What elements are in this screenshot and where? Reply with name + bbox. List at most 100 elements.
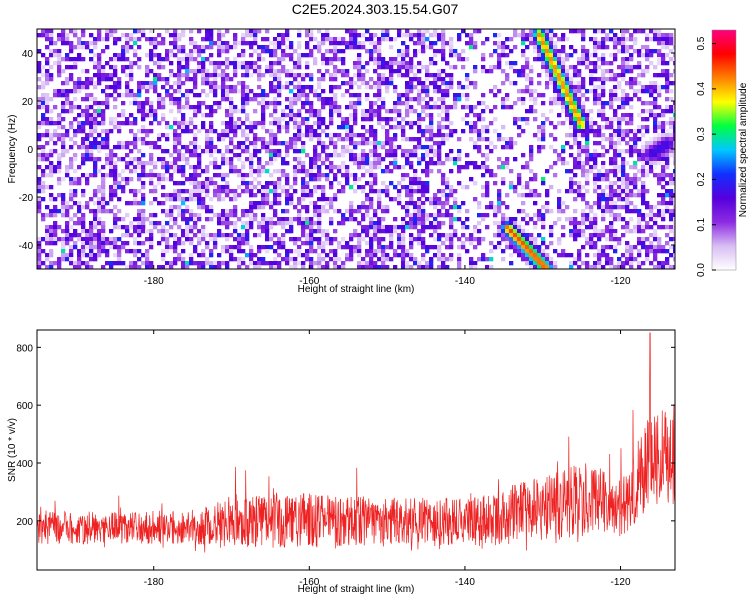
heatmap-cell	[537, 93, 542, 98]
heatmap-cell	[449, 193, 454, 198]
heatmap-cell	[593, 53, 598, 58]
heatmap-cell	[241, 101, 246, 106]
heatmap-cell	[509, 237, 514, 242]
heatmap-cell	[185, 77, 190, 82]
heatmap-cell	[409, 37, 414, 42]
heatmap-cell	[381, 225, 386, 230]
heatmap-cell	[417, 61, 422, 66]
heatmap-cell	[545, 53, 550, 58]
heatmap-cell	[237, 261, 242, 266]
heatmap-cell	[353, 113, 358, 118]
heatmap-cell	[409, 161, 414, 166]
heatmap-cell	[497, 45, 502, 50]
heatmap-cell	[93, 61, 98, 66]
heatmap-cell	[85, 149, 90, 154]
heatmap-cell	[133, 97, 138, 102]
heatmap-cell	[445, 177, 450, 182]
heatmap-cell	[489, 89, 494, 94]
heatmap-cell	[333, 41, 338, 46]
heatmap-cell	[601, 205, 606, 210]
heatmap-cell	[577, 93, 582, 98]
heatmap-cell	[401, 101, 406, 106]
heatmap-cell	[481, 237, 486, 242]
heatmap-cell	[321, 33, 326, 38]
heatmap-cell	[517, 173, 522, 178]
heatmap-cell	[669, 73, 674, 78]
heatmap-cell	[329, 73, 334, 78]
heatmap-cell	[405, 113, 410, 118]
heatmap-cell	[537, 193, 542, 198]
heatmap-cell	[509, 185, 514, 190]
heatmap-cell	[297, 213, 302, 218]
heatmap-cell	[493, 117, 498, 122]
heatmap-cell	[81, 225, 86, 230]
heatmap-cell	[53, 141, 58, 146]
heatmap-cell	[673, 125, 675, 130]
heatmap-cell	[345, 169, 350, 174]
heatmap-cell	[361, 201, 366, 206]
heatmap-cell	[489, 53, 494, 58]
heatmap-cell	[541, 225, 546, 230]
heatmap-cell	[65, 237, 70, 242]
heatmap-cell	[449, 205, 454, 210]
heatmap-cell	[521, 237, 526, 242]
heatmap-cell	[65, 209, 70, 214]
heatmap-cell	[237, 217, 242, 222]
heatmap-cell	[581, 121, 586, 126]
heatmap-cell	[469, 137, 474, 142]
heatmap-cell	[405, 225, 410, 230]
heatmap-cell	[549, 145, 554, 150]
heatmap-cell	[377, 189, 382, 194]
heatmap-cell	[573, 161, 578, 166]
heatmap-cell	[177, 165, 182, 170]
heatmap-cell	[273, 149, 278, 154]
heatmap-cell	[601, 133, 606, 138]
heatmap-cell	[201, 101, 206, 106]
heatmap-cell	[417, 101, 422, 106]
heatmap-cell	[229, 209, 234, 214]
heatmap-cell	[189, 41, 194, 46]
heatmap-cell	[605, 185, 610, 190]
heatmap-cell	[309, 201, 314, 206]
heatmap-cell	[665, 173, 670, 178]
heatmap-cell	[273, 157, 278, 162]
heatmap-cell	[161, 117, 166, 122]
heatmap-cell	[133, 141, 138, 146]
heatmap-cell	[241, 89, 246, 94]
heatmap-cell	[189, 173, 194, 178]
heatmap-cell	[209, 145, 214, 150]
heatmap-cell	[305, 233, 310, 238]
heatmap-cell	[277, 193, 282, 198]
heatmap-cell	[613, 109, 618, 114]
heatmap-cell	[173, 165, 178, 170]
heatmap-cell	[181, 241, 186, 246]
heatmap-cell	[593, 133, 598, 138]
heatmap-cell	[409, 77, 414, 82]
heatmap-cell	[529, 241, 534, 246]
heatmap-cell	[365, 37, 370, 42]
heatmap-cell	[129, 265, 134, 269]
heatmap-cell	[513, 121, 518, 126]
heatmap-cell	[113, 65, 118, 70]
heatmap-cell	[185, 221, 190, 226]
heatmap-cell	[617, 105, 622, 110]
heatmap-cell	[665, 145, 670, 150]
heatmap-cell	[73, 221, 78, 226]
heatmap-cell	[417, 97, 422, 102]
heatmap-cell	[637, 49, 642, 54]
heatmap-cell	[109, 229, 114, 234]
heatmap-cell	[545, 33, 550, 38]
heatmap-cell	[117, 77, 122, 82]
heatmap-cell	[589, 217, 594, 222]
heatmap-cell	[505, 61, 510, 66]
heatmap-cell	[545, 57, 550, 62]
heatmap-cell	[573, 65, 578, 70]
heatmap-cell	[481, 217, 486, 222]
heatmap-cell	[425, 73, 430, 78]
heatmap-cell	[69, 73, 74, 78]
heatmap-cell	[501, 81, 506, 86]
heatmap-cell	[653, 117, 658, 122]
heatmap-cell	[113, 89, 118, 94]
heatmap-cell	[97, 77, 102, 82]
heatmap-cell	[69, 125, 74, 130]
